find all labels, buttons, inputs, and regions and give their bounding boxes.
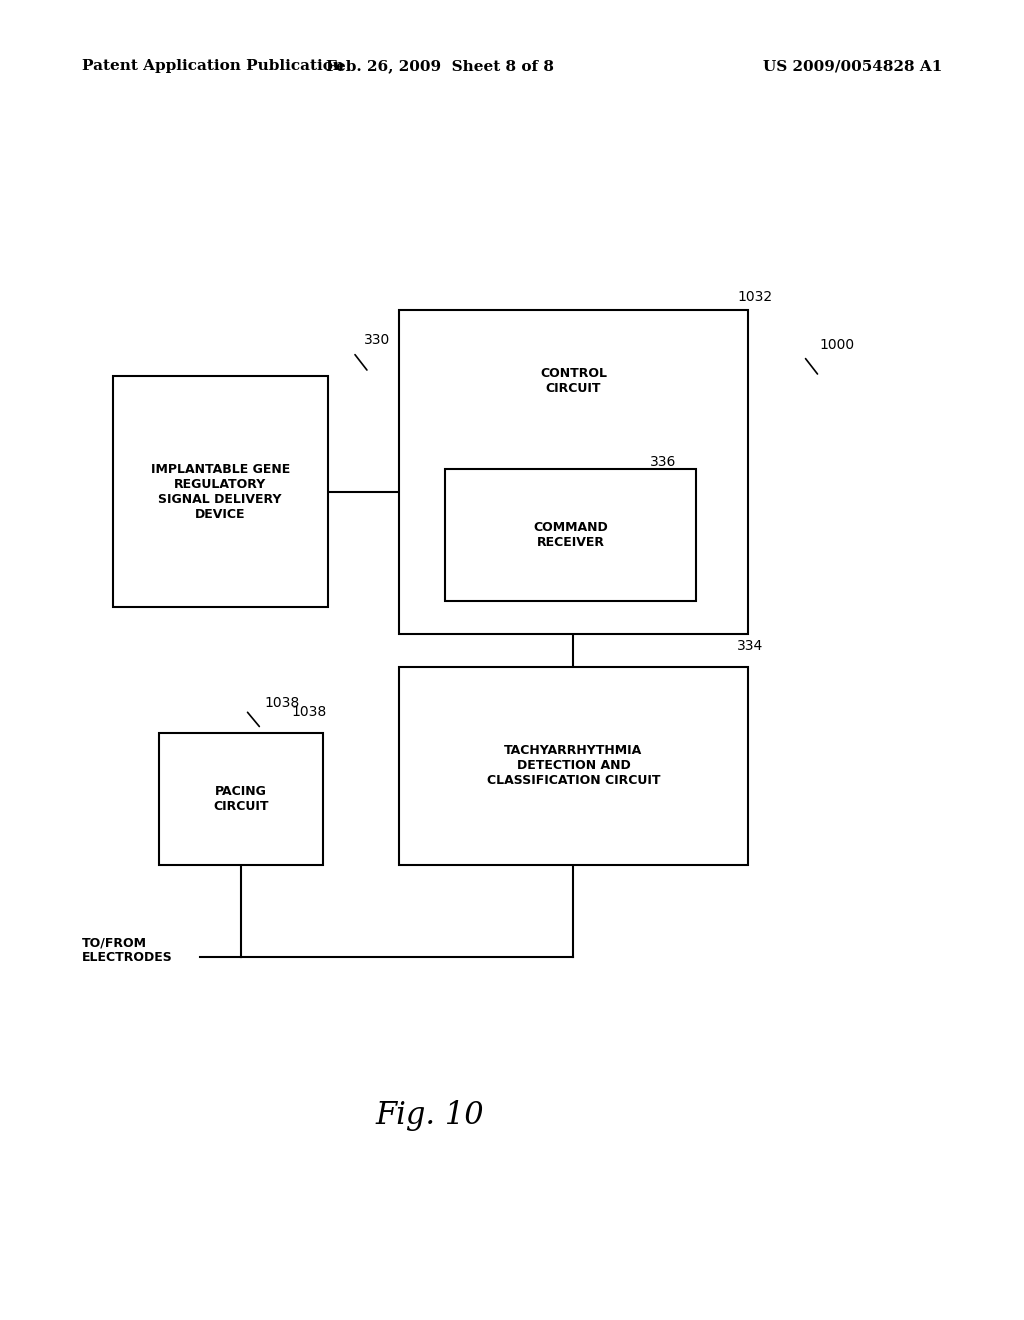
Text: 336: 336 [650, 454, 677, 469]
Text: 1000: 1000 [819, 338, 854, 352]
Text: Feb. 26, 2009  Sheet 8 of 8: Feb. 26, 2009 Sheet 8 of 8 [327, 59, 554, 74]
Text: 1038: 1038 [292, 705, 327, 719]
Text: TO/FROM
ELECTRODES: TO/FROM ELECTRODES [82, 936, 173, 965]
Text: Fig. 10: Fig. 10 [376, 1100, 484, 1131]
FancyBboxPatch shape [399, 310, 748, 634]
Text: 334: 334 [737, 639, 764, 653]
Text: US 2009/0054828 A1: US 2009/0054828 A1 [763, 59, 942, 74]
Text: CONTROL
CIRCUIT: CONTROL CIRCUIT [540, 367, 607, 396]
Text: 1038: 1038 [264, 696, 299, 710]
FancyBboxPatch shape [445, 469, 696, 601]
Text: IMPLANTABLE GENE
REGULATORY
SIGNAL DELIVERY
DEVICE: IMPLANTABLE GENE REGULATORY SIGNAL DELIV… [151, 463, 290, 520]
Text: PACING
CIRCUIT: PACING CIRCUIT [213, 784, 268, 813]
FancyBboxPatch shape [399, 667, 748, 865]
Text: 330: 330 [364, 333, 390, 347]
Text: COMMAND
RECEIVER: COMMAND RECEIVER [534, 520, 608, 549]
Text: 1032: 1032 [737, 289, 772, 304]
Text: Patent Application Publication: Patent Application Publication [82, 59, 344, 74]
FancyBboxPatch shape [159, 733, 323, 865]
Text: TACHYARRHYTHMIA
DETECTION AND
CLASSIFICATION CIRCUIT: TACHYARRHYTHMIA DETECTION AND CLASSIFICA… [486, 744, 660, 787]
FancyBboxPatch shape [113, 376, 328, 607]
